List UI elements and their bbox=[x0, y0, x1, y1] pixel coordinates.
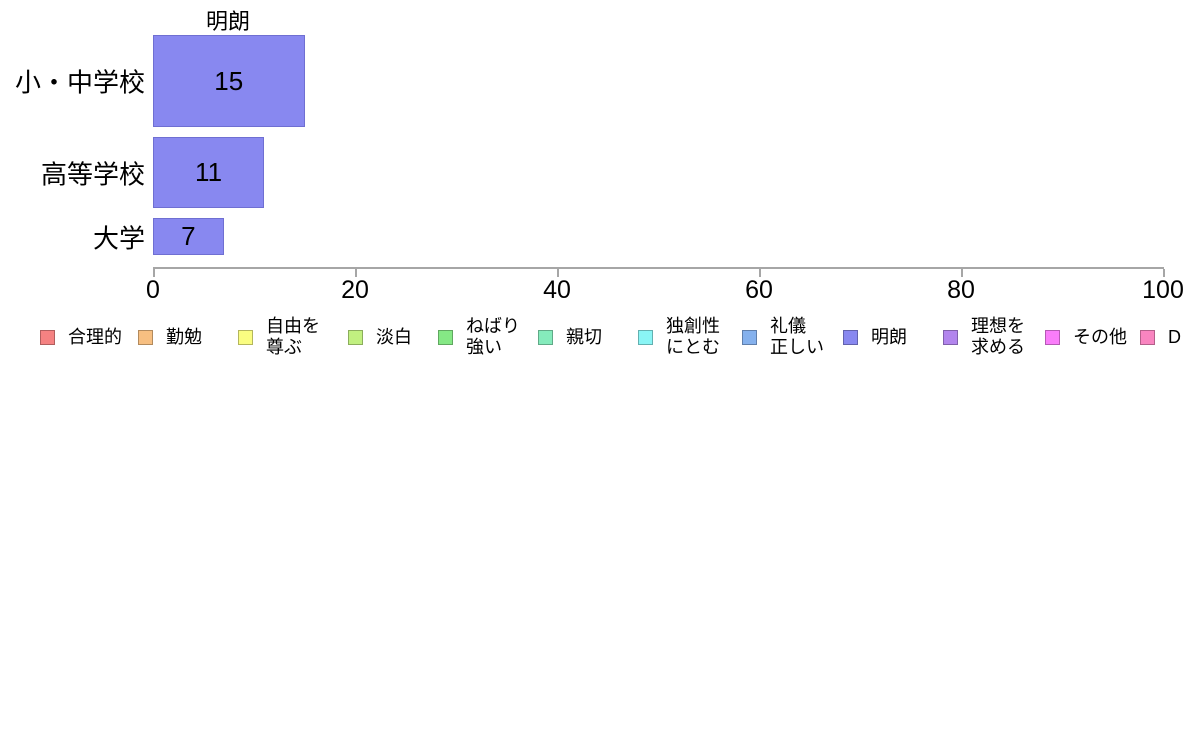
x-axis-tick-label: 100 bbox=[1142, 276, 1184, 304]
legend-swatch-icon bbox=[348, 329, 363, 345]
legend-label: 礼儀 正しい bbox=[770, 316, 824, 357]
legend-item-理想を求める[interactable]: 理想を 求める bbox=[943, 315, 1025, 359]
legend-label: 合理的 bbox=[68, 326, 122, 347]
legend-label: 理想を 求める bbox=[971, 316, 1025, 357]
bar-高等学校: 11 bbox=[153, 137, 265, 208]
legend-swatch-icon bbox=[138, 329, 153, 345]
legend-label: ねばり 強い bbox=[466, 316, 520, 357]
category-label: 小・中学校 bbox=[14, 67, 145, 98]
legend-swatch-icon bbox=[638, 329, 653, 345]
legend-swatch-icon bbox=[742, 329, 757, 345]
legend-swatch-icon bbox=[438, 329, 453, 345]
x-axis-tick-label: 20 bbox=[341, 276, 369, 304]
x-axis-tick bbox=[759, 269, 761, 277]
legend-label: 淡白 bbox=[376, 326, 412, 347]
legend-label: 明朗 bbox=[871, 326, 907, 347]
legend-swatch-icon bbox=[1140, 329, 1155, 345]
legend-swatch-icon bbox=[943, 329, 958, 345]
x-axis-tick bbox=[557, 269, 559, 277]
x-axis-tick bbox=[1163, 269, 1165, 277]
legend-item-淡白[interactable]: 淡白 bbox=[348, 315, 412, 359]
bar-大学: 7 bbox=[153, 218, 224, 255]
legend-item-勤勉[interactable]: 勤勉 bbox=[138, 315, 202, 359]
x-axis-line bbox=[153, 267, 1164, 269]
legend-item-独創性にとむ[interactable]: 独創性 にとむ bbox=[638, 315, 720, 359]
x-axis-tick-label: 0 bbox=[146, 276, 160, 304]
legend-swatch-icon bbox=[843, 329, 858, 345]
legend-label: D bbox=[1168, 326, 1181, 347]
legend-item-その他[interactable]: その他 bbox=[1045, 315, 1127, 359]
category-label: 高等学校 bbox=[40, 159, 145, 189]
category-label: 大学 bbox=[92, 223, 145, 253]
legend-label: その他 bbox=[1073, 326, 1127, 347]
legend-label: 自由を 尊ぶ bbox=[266, 316, 320, 357]
legend-item-明朗[interactable]: 明朗 bbox=[843, 315, 907, 359]
x-axis-tick bbox=[961, 269, 963, 277]
legend-swatch-icon bbox=[538, 329, 553, 345]
x-axis-tick bbox=[153, 269, 155, 277]
legend-item-自由を尊ぶ[interactable]: 自由を 尊ぶ bbox=[238, 315, 320, 359]
legend-item-ねばり強い[interactable]: ねばり 強い bbox=[438, 315, 520, 359]
legend-item-親切[interactable]: 親切 bbox=[538, 315, 602, 359]
legend-item-D[interactable]: D bbox=[1140, 315, 1181, 359]
legend-item-合理的[interactable]: 合理的 bbox=[40, 315, 122, 359]
legend-swatch-icon bbox=[1045, 329, 1060, 345]
legend-swatch-icon bbox=[238, 329, 253, 345]
bar-value-label: 11 bbox=[195, 157, 223, 187]
legend-label: 独創性 にとむ bbox=[666, 316, 720, 357]
chart-title: 明朗 bbox=[205, 9, 251, 34]
legend-swatch-icon bbox=[40, 329, 55, 345]
bar-value-label: 15 bbox=[214, 65, 244, 96]
legend-label: 勤勉 bbox=[166, 326, 202, 347]
x-axis-tick-label: 60 bbox=[745, 276, 773, 304]
bar-小・中学校: 15 bbox=[153, 35, 305, 127]
legend-label: 親切 bbox=[566, 326, 602, 347]
legend-item-礼儀正しい[interactable]: 礼儀 正しい bbox=[742, 315, 824, 359]
x-axis-tick-label: 40 bbox=[543, 276, 571, 304]
x-axis-tick-label: 80 bbox=[947, 276, 975, 304]
x-axis-tick bbox=[355, 269, 357, 277]
bar-value-label: 7 bbox=[181, 221, 196, 251]
